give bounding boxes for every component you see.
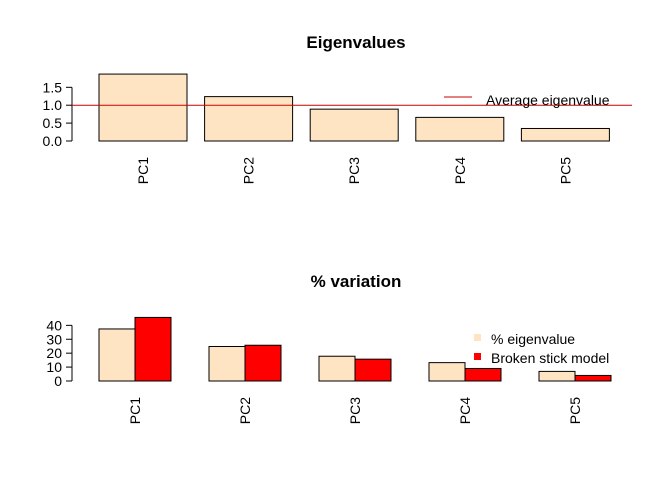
legend-eigenvalue-label: % eigenvalue bbox=[491, 331, 575, 347]
eigenvalue-bar-pc1 bbox=[98, 73, 188, 142]
eigenvalues-bars bbox=[98, 73, 610, 142]
variation-y-tick-label: 40 bbox=[46, 317, 62, 333]
eigenvalues-panel: Eigenvalues 0.0 0.5 1.0 1.5 PC1 PC2 PC3 PC4 PC5… bbox=[43, 33, 632, 184]
legend-eigenvalue-swatch bbox=[474, 334, 481, 341]
eigenvalues-y-tick-label: 1.0 bbox=[43, 97, 63, 113]
eigenvalue-bar-pc4 bbox=[415, 116, 505, 142]
eigenvalues-x-tick-label: PC3 bbox=[346, 157, 362, 184]
eigenvalues-x-tick-label: PC2 bbox=[241, 157, 257, 184]
eigenvalues-y-tick-label: 0.0 bbox=[43, 133, 63, 149]
variation-legend: % eigenvalue Broken stick model bbox=[474, 331, 609, 366]
eigenvalue-bar-pc3 bbox=[309, 108, 399, 142]
eigenvalues-x-tick-label: PC5 bbox=[557, 157, 573, 184]
variation-x-tick-label: PC5 bbox=[567, 397, 583, 424]
variation-y-tick-label: 30 bbox=[46, 331, 62, 347]
eigenvalue-bar-pc5 bbox=[520, 127, 610, 142]
variation-x-tick-label: PC3 bbox=[347, 397, 363, 424]
broken-stick-bar-pc1 bbox=[134, 316, 172, 382]
variation-y-tick-label: 20 bbox=[46, 345, 62, 361]
broken-stick-bar-pc5 bbox=[574, 374, 612, 382]
variation-x-tick-label: PC4 bbox=[457, 397, 473, 424]
eigenvalue-pct-bar-pc2 bbox=[208, 345, 246, 382]
broken-stick-bar-pc3 bbox=[354, 358, 392, 382]
variation-x-tick-label: PC1 bbox=[127, 397, 143, 424]
eigenvalues-title: Eigenvalues bbox=[306, 33, 405, 52]
eigenvalue-pct-bar-pc3 bbox=[318, 355, 356, 382]
eigenvalue-pct-bar-pc1 bbox=[98, 328, 136, 382]
eigenvalues-y-tick-label: 1.5 bbox=[43, 79, 63, 95]
eigenvalues-y-axis: 0.0 0.5 1.0 1.5 bbox=[43, 79, 73, 149]
eigenvalues-x-tick-label: PC1 bbox=[135, 157, 151, 184]
legend-broken-stick-label: Broken stick model bbox=[491, 350, 609, 366]
broken-stick-bar-pc2 bbox=[244, 344, 282, 382]
variation-x-tick-label: PC2 bbox=[237, 397, 253, 424]
variation-y-tick-label: 10 bbox=[46, 359, 62, 375]
eigenvalue-pct-bar-pc5 bbox=[538, 370, 576, 382]
broken-stick-bar-pc4 bbox=[464, 367, 502, 382]
legend-average-eigenvalue-label: Average eigenvalue bbox=[486, 92, 610, 108]
eigenvalues-legend: Average eigenvalue bbox=[444, 92, 610, 108]
variation-y-tick-label: 0 bbox=[54, 373, 62, 389]
variation-bars bbox=[98, 316, 612, 382]
variation-x-ticks: PC1 PC2 PC3 PC4 PC5 bbox=[127, 397, 583, 424]
legend-broken-stick-swatch bbox=[474, 353, 481, 360]
eigenvalues-x-ticks: PC1 PC2 PC3 PC4 PC5 bbox=[135, 157, 573, 184]
variation-title: % variation bbox=[311, 272, 402, 291]
eigenvalues-y-tick-label: 0.5 bbox=[43, 115, 63, 131]
eigenvalue-bar-pc2 bbox=[204, 96, 294, 142]
eigenvalue-pct-bar-pc4 bbox=[428, 362, 466, 382]
eigenvalues-x-tick-label: PC4 bbox=[452, 157, 468, 184]
